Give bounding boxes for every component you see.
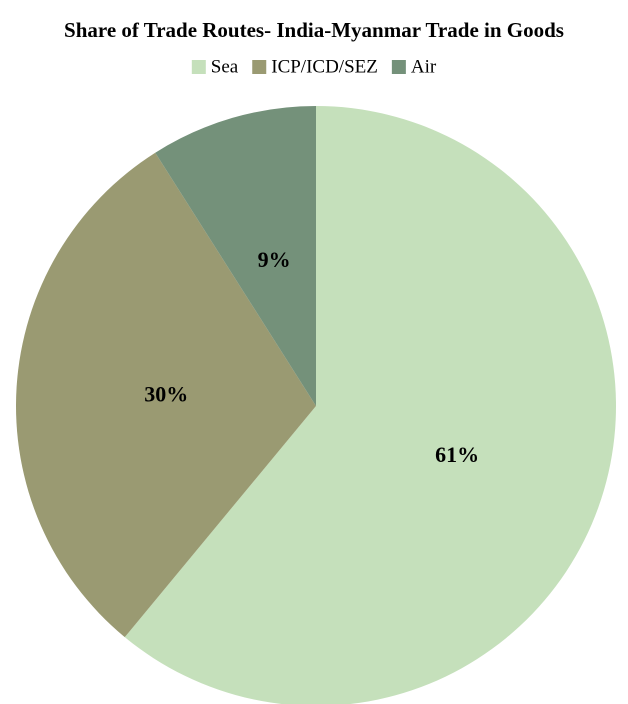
legend-label: Air [411,56,437,77]
pie-slice [155,106,316,406]
legend-swatch [191,60,206,74]
data-label: 30% [144,382,188,407]
legend-label: ICP/ICD/SEZ [271,56,378,77]
chart-title: Share of Trade Routes- India-Myanmar Tra… [64,18,564,42]
data-label: 61% [435,442,479,467]
legend: Sea ICP/ICD/SEZ Air [191,56,437,77]
legend-swatch [252,60,267,74]
pie-slice [124,106,616,704]
legend-label: Sea [211,56,239,77]
legend-swatch [391,60,406,74]
pie-slice [15,152,316,638]
data-label: 9% [258,247,291,272]
